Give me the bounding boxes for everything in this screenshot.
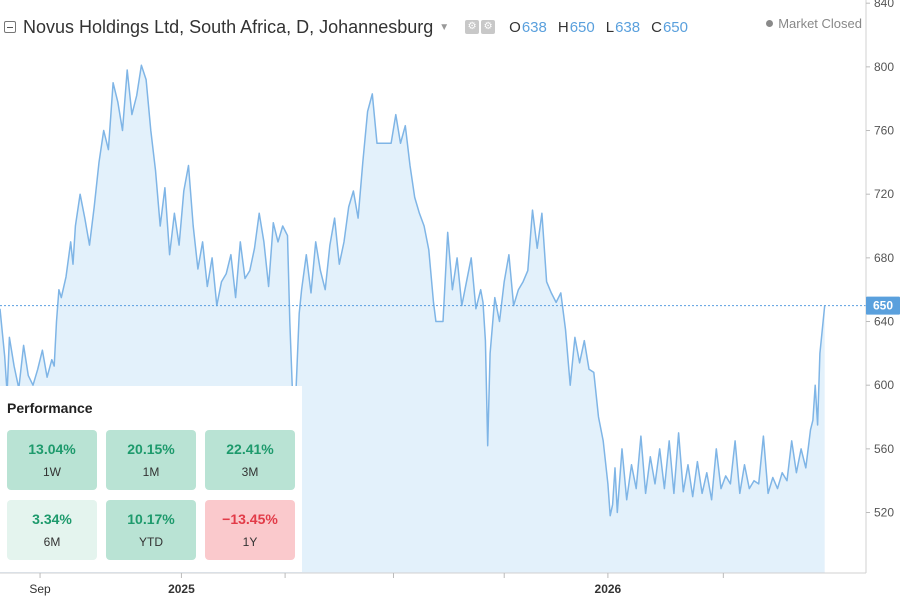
performance-value: 22.41%: [226, 441, 274, 457]
price-tick-label: 640: [874, 315, 894, 329]
performance-period: 1W: [43, 465, 61, 479]
price-tick-label: 840: [874, 0, 894, 10]
chart-legend-header: Novus Holdings Ltd, South Africa, D, Joh…: [4, 14, 864, 40]
symbol-title[interactable]: Novus Holdings Ltd, South Africa, D, Joh…: [23, 16, 434, 37]
time-tick-label: 2026: [595, 582, 622, 596]
performance-value: 10.17%: [127, 511, 175, 527]
ohlc-high-key: H: [557, 18, 569, 36]
chevron-down-icon[interactable]: ▼: [439, 21, 450, 33]
performance-period: 1M: [142, 465, 160, 479]
price-tick-label: 520: [874, 506, 894, 520]
performance-cell-1w[interactable]: 13.04% 1W: [7, 430, 97, 490]
performance-period: 6M: [43, 535, 61, 549]
performance-panel: Performance 13.04% 1W 20.15% 1M 22.41% 3…: [0, 386, 302, 572]
performance-period: 1Y: [242, 535, 258, 549]
performance-value: 13.04%: [28, 441, 76, 457]
price-tick-label: 800: [874, 60, 894, 74]
price-line: [0, 64, 826, 517]
ohlc-close: C650: [651, 19, 688, 36]
performance-cell-1y[interactable]: −13.45% 1Y: [205, 500, 295, 560]
ohlc-close-key: C: [651, 18, 662, 36]
ohlc-low-key: L: [605, 18, 615, 36]
ohlc-open-key: O: [509, 18, 521, 36]
ohlc-high-value: 650: [569, 18, 595, 36]
market-status: Market Closed: [766, 16, 862, 31]
price-axis[interactable]: 520 560 600 640 680 720 760 800 840: [866, 0, 894, 520]
time-tick-label: Sep: [29, 582, 51, 596]
price-tick-label: 720: [874, 187, 894, 201]
performance-period: 3M: [241, 465, 259, 479]
last-price-badge-background: [866, 296, 900, 315]
last-price-badge-label: 650: [873, 299, 893, 313]
gear-icon[interactable]: ⚙: [481, 20, 496, 34]
performance-title: Performance: [7, 400, 93, 416]
performance-cell-6m[interactable]: 3.34% 6M: [7, 500, 97, 560]
ohlc-close-value: 650: [662, 18, 688, 36]
ohlc-high: H650: [558, 19, 595, 36]
collapse-legend-icon[interactable]: [4, 21, 16, 33]
performance-value: 20.15%: [127, 441, 175, 457]
ohlc-low-value: 638: [615, 18, 641, 36]
performance-cell-1m[interactable]: 20.15% 1M: [106, 430, 196, 490]
ohlc-values: O638 H650 L638 C650: [509, 19, 699, 36]
ohlc-open-value: 638: [521, 18, 547, 36]
last-price-badge: 650: [866, 296, 900, 315]
market-status-label: Market Closed: [778, 16, 862, 31]
price-tick-label: 680: [874, 251, 894, 265]
performance-cell-3m[interactable]: 22.41% 3M: [205, 430, 295, 490]
performance-cell-ytd[interactable]: 10.17% YTD: [106, 500, 196, 560]
price-tick-label: 600: [874, 378, 894, 392]
performance-value: 3.34%: [32, 511, 72, 527]
performance-value: −13.45%: [222, 511, 278, 527]
status-dot-icon: [766, 20, 774, 27]
performance-grid: 13.04% 1W 20.15% 1M 22.41% 3M 3.34% 6M 1…: [7, 430, 296, 560]
performance-period: YTD: [139, 535, 163, 549]
ohlc-open: O638: [509, 19, 547, 36]
price-tick-label: 560: [874, 442, 894, 456]
settings-icon[interactable]: ⚙: [465, 20, 480, 34]
time-axis[interactable]: Sep 2025 2026: [29, 573, 724, 596]
price-tick-label: 760: [874, 124, 894, 138]
ohlc-low: L638: [606, 19, 640, 36]
time-tick-label: 2025: [168, 582, 195, 596]
